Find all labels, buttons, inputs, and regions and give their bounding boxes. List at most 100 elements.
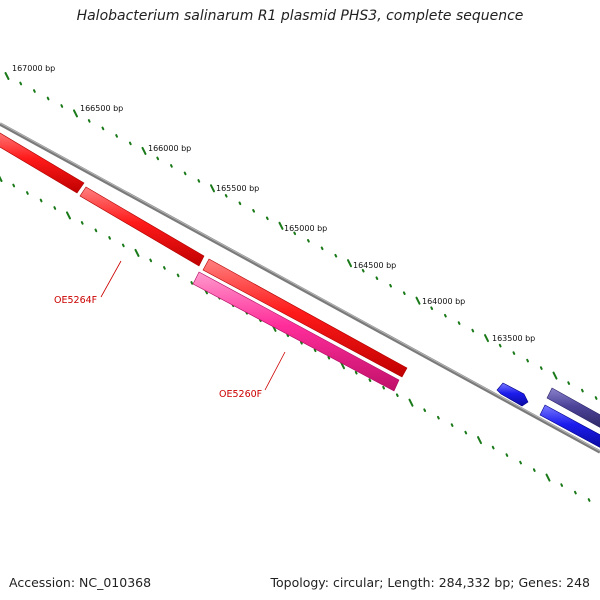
ruler-label-166500: 166500 bp (80, 104, 123, 113)
ruler-minor-tick (286, 333, 290, 338)
ruler-minor-tick (238, 201, 242, 206)
gene-feature[interactable] (496, 382, 529, 407)
ruler-minor-tick (190, 281, 194, 285)
ruler-minor-tick (464, 430, 468, 435)
gene-feature[interactable] (546, 387, 600, 428)
ruler-major-tick (4, 72, 10, 80)
ruler-minor-tick (46, 96, 50, 101)
ruler-minor-tick (224, 194, 228, 198)
ruler-minor-tick (389, 283, 392, 288)
ruler-minor-tick (327, 355, 331, 360)
ruler-minor-tick (60, 104, 64, 108)
ruler-minor-tick (265, 216, 269, 221)
ruler-major-tick (484, 334, 489, 343)
ruler-major-tick (210, 184, 215, 193)
gene-feature[interactable] (539, 404, 600, 448)
ruler-minor-tick (354, 370, 358, 375)
ruler-label-164000: 164000 bp (422, 297, 465, 306)
plasmid-backbone-highlight (0, 122, 600, 452)
ruler-major-tick (134, 248, 140, 257)
gene-feature[interactable] (0, 130, 85, 194)
accession-text: Accession: NC_010368 (9, 575, 152, 590)
ruler-major-tick (141, 146, 147, 155)
ruler-minor-tick (368, 378, 372, 382)
ruler-minor-tick (87, 119, 91, 123)
gene-feature[interactable] (79, 186, 205, 267)
ruler-minor-tick (450, 423, 454, 427)
ruler-minor-tick (334, 253, 338, 258)
ruler-label-164500: 164500 bp (353, 261, 396, 270)
ruler-minor-tick (471, 328, 475, 333)
ruler-minor-tick (594, 396, 598, 400)
ruler-minor-tick (567, 381, 571, 385)
ruler-minor-tick (183, 171, 187, 176)
ruler-minor-tick (176, 273, 180, 278)
ruler-minor-tick (293, 231, 297, 236)
ruler-minor-tick (163, 266, 166, 270)
ruler-minor-tick (80, 221, 84, 225)
map-title: Halobacterium salinarum R1 plasmid PHS3,… (76, 8, 524, 24)
ruler-minor-tick (33, 89, 36, 93)
ruler-label-165000: 165000 bp (284, 224, 327, 233)
summary-text: Topology: circular; Length: 284,332 bp; … (270, 575, 591, 590)
label-leader-oe5264f (100, 260, 122, 298)
ruler-minor-tick (121, 243, 125, 248)
ruler-minor-tick (128, 141, 132, 146)
ruler-minor-tick (94, 228, 98, 233)
ruler-label-167000: 167000 bp (12, 64, 55, 73)
ruler-major-tick (477, 436, 482, 445)
ruler-minor-tick (313, 348, 317, 353)
ruler-minor-tick (197, 179, 201, 183)
ruler-minor-tick (300, 341, 303, 345)
ruler-minor-tick (444, 313, 447, 318)
gene-label-oe5260f[interactable]: OE5260F (219, 389, 262, 400)
gene-feature[interactable] (202, 258, 408, 378)
ruler-major-tick (347, 259, 352, 268)
ruler-minor-tick (361, 268, 365, 273)
ruler-minor-tick (532, 468, 536, 472)
ruler-minor-tick (170, 164, 173, 168)
ruler-minor-tick (430, 306, 434, 310)
ruler-label-165500: 165500 bp (216, 184, 259, 193)
ruler-minor-tick (437, 415, 440, 420)
ruler-label-163500: 163500 bp (492, 334, 535, 343)
ruler-minor-tick (26, 191, 29, 195)
ruler-minor-tick (375, 276, 379, 280)
ruler-minor-tick (491, 445, 495, 450)
ruler-label-166000: 166000 bp (148, 144, 191, 153)
ruler-minor-tick (382, 385, 385, 390)
ruler-major-tick (408, 398, 414, 407)
ruler-minor-tick (512, 351, 516, 355)
ruler-ticks-upper (4, 72, 598, 400)
ruler-major-tick (278, 221, 284, 230)
ruler-major-tick (66, 211, 71, 220)
ruler-minor-tick (402, 291, 406, 295)
ruler-minor-tick (574, 490, 577, 495)
ruler-minor-tick (53, 206, 57, 210)
ruler-minor-tick (560, 483, 564, 487)
gene-feature-oe5260f[interactable] (192, 271, 400, 392)
ruler-minor-tick (149, 258, 153, 263)
plasmid-backbone (0, 122, 600, 454)
ruler-minor-tick (307, 239, 310, 243)
ruler-minor-tick (12, 183, 16, 188)
ruler-minor-tick (115, 134, 118, 138)
label-leader-oe5260f (264, 351, 286, 391)
ruler-minor-tick (156, 156, 160, 161)
ruler-minor-tick (252, 209, 255, 213)
ruler-major-tick (415, 296, 421, 305)
ruler-minor-tick (587, 498, 591, 502)
ruler-minor-tick (505, 453, 509, 457)
ruler-minor-tick (423, 408, 427, 412)
ruler-minor-tick (108, 236, 111, 240)
ruler-minor-tick (320, 246, 324, 251)
ruler-minor-tick (498, 343, 502, 348)
ruler-major-tick (73, 109, 78, 118)
ruler-minor-tick (519, 460, 522, 465)
gene-label-oe5264f[interactable]: OE5264F (54, 295, 97, 306)
ruler-minor-tick (395, 393, 399, 397)
ruler-minor-tick (581, 388, 584, 393)
ruler-minor-tick (457, 321, 461, 325)
ruler-minor-tick (39, 198, 43, 203)
